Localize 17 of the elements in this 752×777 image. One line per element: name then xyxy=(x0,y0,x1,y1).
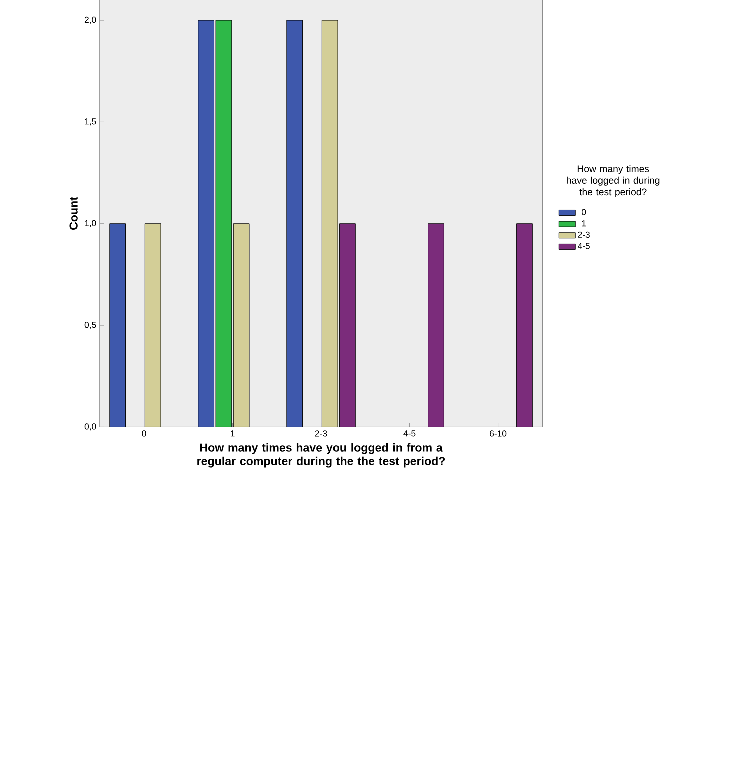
y-tick-label: 0,0 xyxy=(84,424,96,431)
legend-label: 0 xyxy=(582,209,586,216)
y-tick-label: 1,0 xyxy=(85,220,96,228)
legend-label: 2-3 xyxy=(578,232,590,238)
legend-label: 1 xyxy=(582,220,586,227)
x-tick-label: 2-3 xyxy=(315,430,327,437)
x-axis-title: How many times have you logged in from a regular computer during the the test period? xyxy=(197,443,445,468)
x-tick-label: 6-10 xyxy=(490,430,506,437)
legend-label: 4-5 xyxy=(578,243,590,250)
x-tick-label: 0 xyxy=(142,430,146,437)
x-tick-label: 1 xyxy=(230,430,235,437)
y-tick-label: 2,0 xyxy=(84,16,96,24)
legend-title: How many times have logged in during the test period? xyxy=(566,165,660,198)
y-axis-title: Count xyxy=(70,197,78,230)
x-tick-label: 4-5 xyxy=(404,430,416,437)
y-tick-label: 0,5 xyxy=(84,322,96,330)
y-tick-label: 1,5 xyxy=(85,118,96,126)
